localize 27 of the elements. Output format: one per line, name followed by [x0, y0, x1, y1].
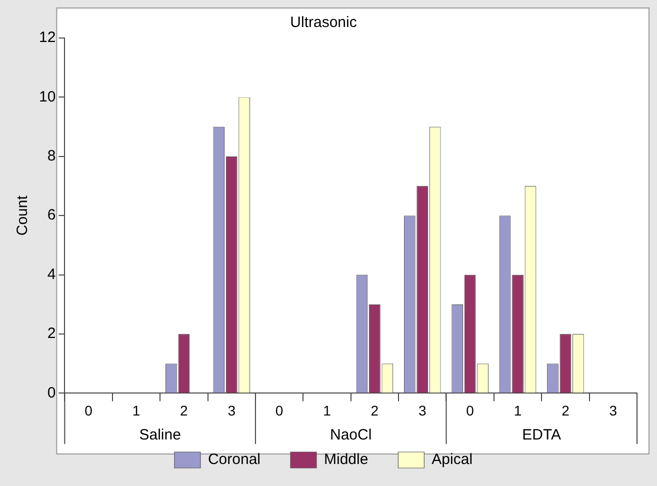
y-tick-label: 10	[38, 88, 56, 106]
text: Saline	[139, 426, 181, 444]
x-tick-label: 3	[418, 402, 426, 418]
text: NaoCl	[330, 426, 372, 444]
x-tick-label: 2	[370, 402, 379, 418]
y-tick-label: 0	[47, 384, 56, 402]
y-axis-title: Count	[14, 194, 32, 236]
text: EDTA	[522, 426, 562, 444]
legend-label: Apical	[432, 451, 473, 468]
y-tick-label: 2	[47, 325, 56, 342]
x-tick-label: 0	[275, 402, 284, 418]
legend-label: Middle	[324, 451, 368, 468]
x-tick-label: 3	[609, 402, 618, 418]
x-tick-label: 2	[180, 402, 188, 418]
legend-label: Coronal	[208, 451, 260, 468]
x-tick-label: 1	[514, 402, 522, 418]
y-tick-label: 12	[38, 29, 56, 46]
y-tick-label: 4	[47, 266, 56, 283]
chart-title: Ultrasonic	[290, 14, 358, 32]
x-tick-label: 3	[228, 402, 236, 418]
y-tick-label: 6	[47, 206, 56, 224]
x-tick-label: 1	[132, 402, 140, 418]
x-tick-label: 0	[466, 402, 474, 418]
x-tick-label: 1	[323, 402, 332, 418]
x-tick-label: 0	[84, 402, 93, 418]
y-tick-label: 8	[47, 148, 56, 165]
x-tick-label: 2	[562, 402, 570, 418]
